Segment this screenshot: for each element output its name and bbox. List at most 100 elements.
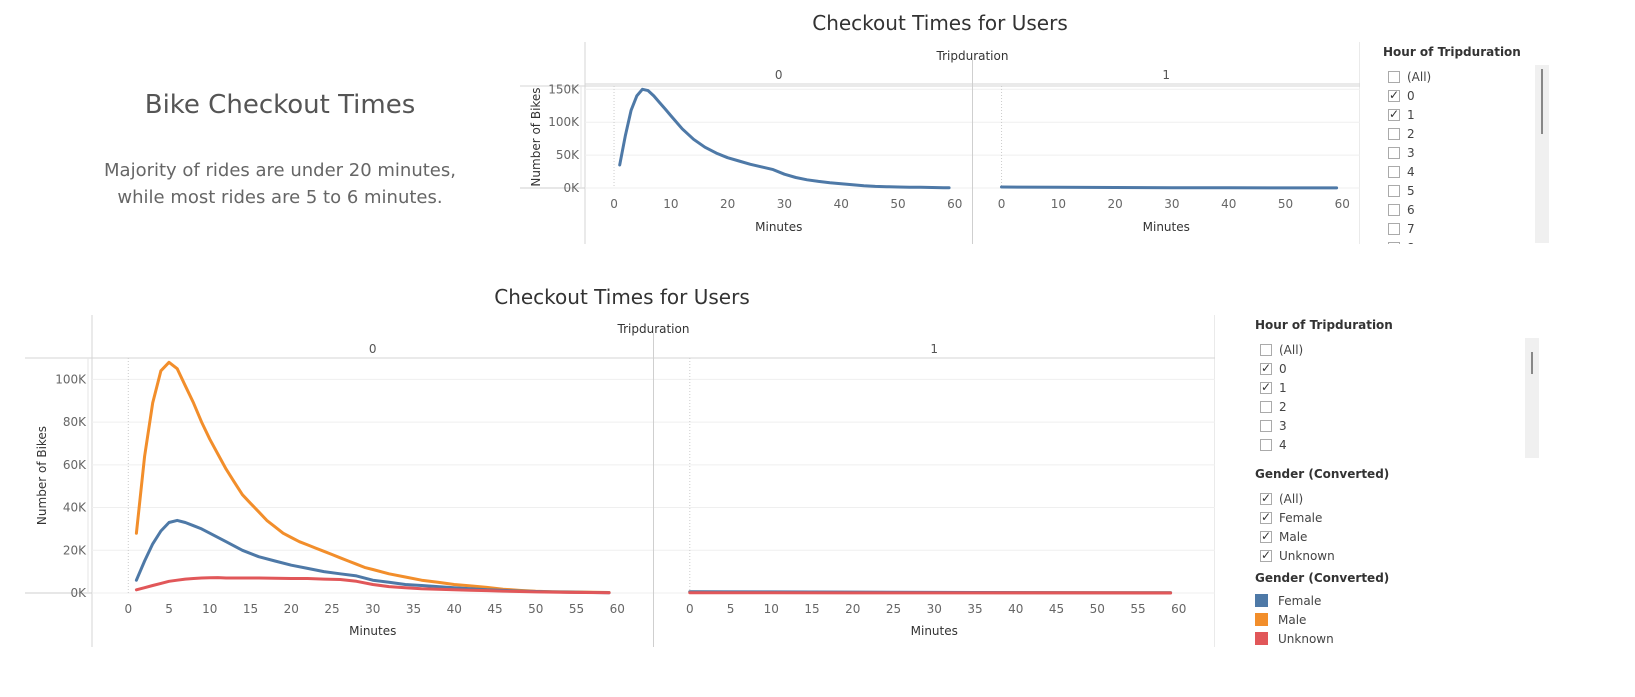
- y-axis-title: Number of Bikes: [35, 426, 49, 525]
- hour-filter-top-checkbox[interactable]: [1388, 127, 1400, 140]
- gender-filter-checkbox[interactable]: [1260, 529, 1272, 543]
- hour-filter-top: Hour of Tripduration (All) 0 1 2 3 4 5 6 7 8: [1383, 45, 1528, 244]
- hour-filter-top-checkbox[interactable]: [1388, 241, 1400, 244]
- hour-filter-bottom-option-label: 1: [1279, 380, 1287, 395]
- x-tick-label: 25: [324, 602, 339, 616]
- column-header: Tripduration: [617, 322, 690, 336]
- hour-filter-top-checkbox[interactable]: [1388, 184, 1400, 197]
- panel-header: 1: [930, 342, 938, 356]
- series-line-unknown: [134, 576, 611, 595]
- hour-filter-bottom-option-label: (All): [1279, 342, 1304, 357]
- y-axis-title: Number of Bikes: [529, 87, 543, 186]
- series-line-female: [134, 518, 611, 595]
- hour-filter-top-checkbox[interactable]: [1388, 70, 1400, 83]
- hour-filter-top-option[interactable]: (All): [1388, 67, 1528, 86]
- hour-filter-bottom-scroll-thumb[interactable]: [1531, 352, 1533, 374]
- gender-filter-checkbox[interactable]: [1260, 491, 1272, 505]
- y-tick-label: 150K: [548, 82, 580, 96]
- gender-filter-option-label: Male: [1279, 529, 1308, 544]
- gender-filter-checkbox[interactable]: [1260, 510, 1272, 524]
- hour-filter-top-option[interactable]: 3: [1388, 143, 1528, 162]
- hour-filter-bottom-checkbox[interactable]: [1260, 361, 1272, 375]
- hour-filter-bottom-option[interactable]: 1: [1260, 378, 1405, 397]
- hour-filter-top-option-label: 2: [1407, 126, 1415, 141]
- legend-label: Male: [1278, 612, 1307, 627]
- gender-filter-option-label: Unknown: [1279, 548, 1335, 563]
- gender-filter-checkbox[interactable]: [1260, 548, 1272, 562]
- x-tick-label: 60: [1171, 602, 1186, 616]
- hour-filter-bottom: Hour of Tripduration (All)012345: [1255, 318, 1405, 453]
- gender-filter-title: Gender (Converted): [1255, 467, 1390, 481]
- hour-filter-top-option[interactable]: 4: [1388, 162, 1528, 181]
- hour-filter-top-option[interactable]: 8: [1388, 238, 1528, 244]
- x-tick-label: 60: [947, 197, 962, 211]
- story-description-line-1: Majority of rides are under 20 minutes,: [104, 160, 456, 181]
- hour-filter-top-scrollbar[interactable]: [1535, 65, 1549, 243]
- hour-filter-bottom-checkbox[interactable]: [1260, 400, 1272, 413]
- hour-filter-top-option-label: 6: [1407, 202, 1415, 217]
- x-axis-title: Minutes: [911, 624, 958, 638]
- hour-filter-bottom-checkbox[interactable]: [1260, 343, 1272, 356]
- hour-filter-top-option[interactable]: 1: [1388, 105, 1528, 124]
- x-tick-label: 20: [845, 602, 860, 616]
- legend-label: Unknown: [1278, 631, 1334, 646]
- checkout-times-chart-bottom: Tripduration 0K 20K 40K 60K 80K 100K Number of …: [25, 315, 1215, 647]
- x-tick-label: 20: [720, 197, 735, 211]
- gender-filter: Gender (Converted) (All) Female Male Unknow…: [1255, 467, 1405, 565]
- x-tick-label: 10: [764, 602, 779, 616]
- x-tick-label: 30: [777, 197, 792, 211]
- x-tick-label: 55: [569, 602, 584, 616]
- hour-filter-top-option-label: 5: [1407, 183, 1415, 198]
- y-tick-label: 100K: [548, 115, 580, 129]
- gender-legend-title: Gender (Converted): [1255, 571, 1390, 585]
- legend-item[interactable]: Unknown: [1255, 629, 1405, 648]
- gender-filter-option-label: (All): [1279, 491, 1304, 506]
- hour-filter-top-checkbox[interactable]: [1388, 146, 1400, 159]
- legend-item[interactable]: Female: [1255, 591, 1405, 610]
- hour-filter-top-option[interactable]: 0: [1388, 86, 1528, 105]
- hour-filter-bottom-option-label: 2: [1279, 399, 1287, 414]
- hour-filter-bottom-option[interactable]: 0: [1260, 359, 1405, 378]
- gender-filter-option[interactable]: Unknown: [1260, 546, 1405, 565]
- y-tick-label: 60K: [63, 458, 87, 472]
- hour-filter-bottom-list: (All)012345: [1260, 340, 1405, 453]
- gender-filter-option[interactable]: Female: [1260, 508, 1405, 527]
- hour-filter-top-checkbox[interactable]: [1388, 222, 1400, 235]
- x-tick-label: 45: [1049, 602, 1064, 616]
- hour-filter-top-checkbox[interactable]: [1388, 88, 1400, 102]
- x-tick-label: 5: [165, 602, 173, 616]
- series-line-total: [1000, 185, 1339, 190]
- legend-swatch: [1255, 594, 1268, 607]
- legend-swatch: [1255, 613, 1268, 626]
- x-tick-label: 35: [406, 602, 421, 616]
- hour-filter-top-option[interactable]: 5: [1388, 181, 1528, 200]
- gender-legend-list: Female Male Unknown: [1255, 591, 1405, 648]
- legend-item[interactable]: Male: [1255, 610, 1405, 629]
- x-tick-label: 60: [1335, 197, 1350, 211]
- hour-filter-top-option-label: 1: [1407, 107, 1415, 122]
- hour-filter-top-option[interactable]: 6: [1388, 200, 1528, 219]
- y-tick-label: 80K: [63, 415, 87, 429]
- hour-filter-top-checkbox[interactable]: [1388, 203, 1400, 216]
- hour-filter-top-checkbox[interactable]: [1388, 165, 1400, 178]
- hour-filter-bottom-option[interactable]: 2: [1260, 397, 1405, 416]
- x-axis-title: Minutes: [1143, 220, 1190, 234]
- hour-filter-bottom-checkbox[interactable]: [1260, 419, 1272, 432]
- hour-filter-top-option[interactable]: 2: [1388, 124, 1528, 143]
- hour-filter-bottom-option[interactable]: 3: [1260, 416, 1405, 435]
- hour-filter-top-option-label: 8: [1407, 241, 1415, 245]
- y-tick-label: 100K: [55, 372, 87, 386]
- hour-filter-top-checkbox[interactable]: [1388, 107, 1400, 121]
- hour-filter-top-option[interactable]: 7: [1388, 219, 1528, 238]
- gender-filter-option[interactable]: Male: [1260, 527, 1405, 546]
- hour-filter-bottom-option[interactable]: (All): [1260, 340, 1405, 359]
- hour-filter-bottom-scrollbar[interactable]: [1525, 338, 1539, 458]
- x-tick-label: 30: [1164, 197, 1179, 211]
- hour-filter-bottom-checkbox[interactable]: [1260, 438, 1272, 451]
- x-tick-label: 60: [610, 602, 625, 616]
- hour-filter-bottom-option[interactable]: 4: [1260, 435, 1405, 453]
- hour-filter-bottom-checkbox[interactable]: [1260, 380, 1272, 394]
- gender-filter-option[interactable]: (All): [1260, 489, 1405, 508]
- hour-filter-top-scroll-thumb[interactable]: [1541, 69, 1543, 134]
- x-tick-label: 0: [124, 602, 132, 616]
